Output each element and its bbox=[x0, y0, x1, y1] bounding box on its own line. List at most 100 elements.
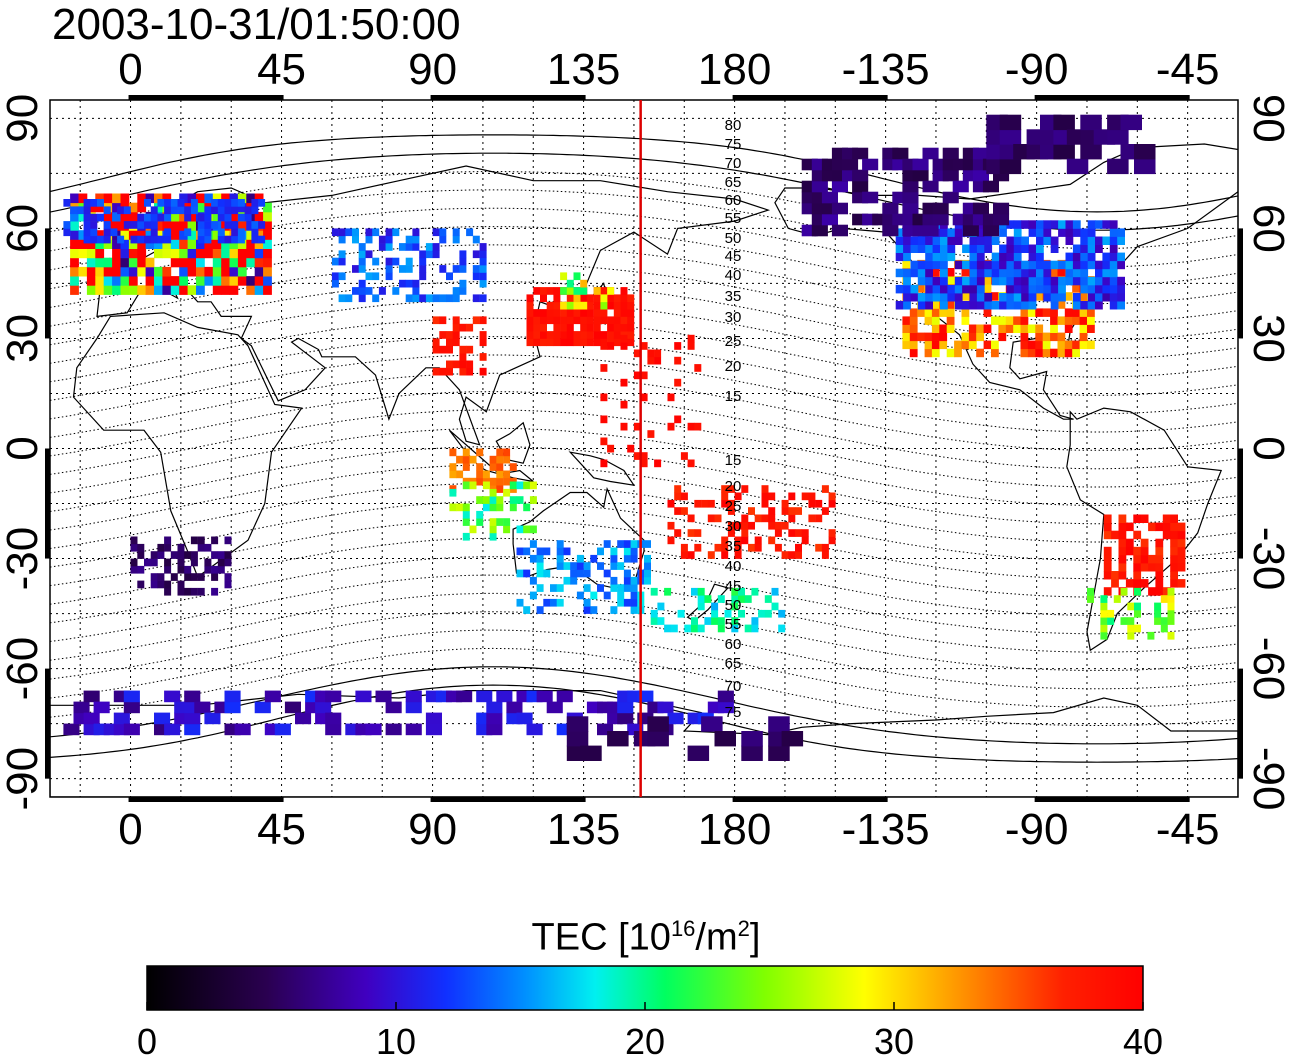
tec-cell bbox=[432, 338, 440, 347]
tec-cell bbox=[744, 624, 752, 633]
tec-cell bbox=[251, 235, 259, 244]
tec-cell bbox=[931, 340, 940, 350]
tec-cell bbox=[687, 712, 704, 725]
tec-cell bbox=[78, 193, 88, 204]
tec-cell bbox=[1028, 260, 1037, 270]
tec-cell bbox=[154, 276, 163, 286]
tec-cell bbox=[640, 459, 648, 468]
tec-cell bbox=[724, 609, 732, 618]
tec-cell bbox=[627, 690, 644, 703]
tec-cell bbox=[1087, 252, 1096, 262]
tec-cell bbox=[503, 455, 511, 464]
tec-cell bbox=[852, 180, 869, 193]
tec-cell bbox=[1013, 284, 1022, 294]
tec-cell bbox=[179, 221, 188, 231]
tec-cell bbox=[237, 257, 247, 268]
tec-cell bbox=[446, 272, 453, 281]
tec-cell bbox=[1095, 236, 1103, 245]
tec-cell bbox=[73, 712, 90, 725]
tec-cell bbox=[1028, 301, 1037, 310]
tec-cell bbox=[496, 448, 504, 457]
tec-cell bbox=[721, 499, 729, 508]
tec-cell bbox=[1100, 609, 1108, 618]
tec-cell bbox=[425, 250, 433, 259]
tec-cell bbox=[86, 257, 96, 268]
tec-cell bbox=[446, 345, 453, 354]
tec-cell bbox=[580, 338, 588, 347]
tec-cell bbox=[580, 287, 588, 295]
tec-cell bbox=[237, 202, 247, 213]
tec-cell bbox=[721, 485, 729, 493]
tec-cell bbox=[781, 731, 804, 747]
tec-cell bbox=[543, 547, 551, 556]
tec-cell bbox=[560, 301, 568, 310]
lat-tick-label: 0 bbox=[0, 436, 47, 460]
tec-cell bbox=[1028, 276, 1037, 286]
tec-cell bbox=[942, 147, 959, 160]
tec-cell bbox=[211, 206, 219, 215]
tec-cell bbox=[1035, 292, 1044, 301]
tec-cell bbox=[925, 252, 933, 262]
tec-cell bbox=[1120, 114, 1142, 131]
lon-tick-label: 135 bbox=[547, 45, 620, 94]
tec-cell bbox=[647, 356, 655, 365]
tec-cell bbox=[103, 193, 113, 204]
frame-bar-top bbox=[1036, 95, 1188, 100]
tec-cell bbox=[852, 213, 869, 226]
tec-cell bbox=[1087, 316, 1095, 325]
tec-cell bbox=[909, 316, 918, 325]
lat-tick-label: -90 bbox=[1244, 747, 1292, 811]
tec-cell bbox=[664, 587, 672, 596]
tec-cell bbox=[711, 617, 719, 625]
tec-cell bbox=[1102, 236, 1111, 245]
tec-cell bbox=[456, 690, 473, 703]
tec-cell bbox=[1042, 332, 1051, 342]
tec-cell bbox=[1177, 546, 1186, 556]
tec-cell bbox=[157, 580, 165, 589]
tec-cell bbox=[466, 228, 474, 237]
tec-cell bbox=[345, 294, 353, 303]
tec-cell bbox=[472, 265, 480, 273]
tec-cell bbox=[459, 353, 467, 361]
tec-cell bbox=[910, 244, 919, 253]
tec-cell bbox=[1027, 308, 1036, 317]
tec-cell bbox=[263, 221, 272, 231]
tec-cell bbox=[246, 230, 256, 240]
tec-cell bbox=[78, 248, 88, 259]
tec-cell bbox=[1134, 144, 1156, 160]
tec-cell bbox=[112, 221, 121, 231]
tec-cell bbox=[962, 301, 970, 310]
tec-cell bbox=[576, 569, 584, 578]
tec-cell bbox=[90, 221, 98, 229]
tec-cell bbox=[1021, 268, 1029, 278]
tec-cell bbox=[1072, 260, 1081, 270]
tec-cell bbox=[197, 221, 205, 229]
tec-cell bbox=[217, 551, 225, 559]
tec-cell bbox=[1080, 301, 1089, 310]
tec-cell bbox=[150, 206, 158, 215]
tec-cell bbox=[103, 228, 111, 237]
tec-cell bbox=[560, 272, 568, 281]
tec-cell bbox=[942, 169, 959, 182]
tec-cell bbox=[961, 268, 970, 277]
tec-cell bbox=[162, 276, 172, 286]
tec-cell bbox=[179, 257, 188, 268]
tec-cell bbox=[627, 331, 635, 339]
tec-cell bbox=[1160, 624, 1168, 633]
tec-cell bbox=[583, 606, 591, 614]
tec-cell bbox=[1162, 514, 1171, 523]
tec-cell bbox=[1064, 292, 1073, 301]
tec-cell bbox=[1050, 268, 1058, 277]
tec-cell bbox=[600, 301, 608, 310]
tec-cell bbox=[352, 265, 359, 273]
tec-cell bbox=[968, 340, 977, 350]
tec-cell bbox=[1035, 332, 1044, 342]
tec-cell bbox=[472, 294, 480, 303]
tec-cell bbox=[811, 191, 828, 204]
tec-cell bbox=[553, 301, 561, 310]
tec-cell bbox=[1170, 571, 1178, 580]
tec-cell bbox=[187, 193, 197, 204]
tec-cell bbox=[917, 260, 926, 270]
tec-cell bbox=[1111, 571, 1119, 580]
tec-cell bbox=[821, 169, 838, 182]
